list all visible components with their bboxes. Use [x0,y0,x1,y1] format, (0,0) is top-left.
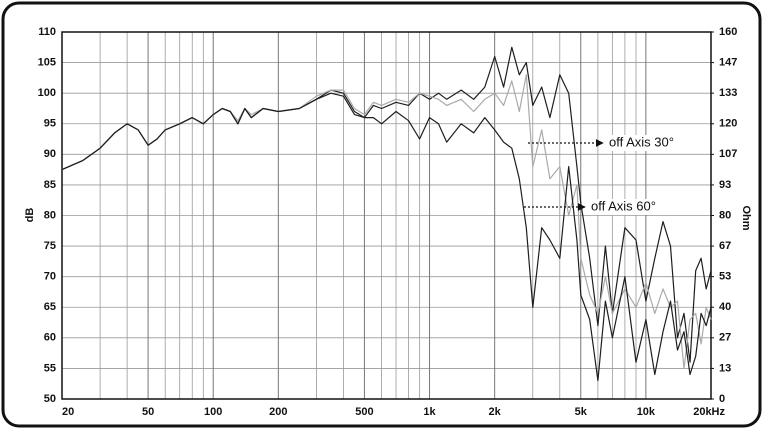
y2-tick-label: 13 [719,362,731,374]
y-tick-label: 110 [38,26,56,38]
x-tick-label: 1k [423,406,436,418]
series-line [61,92,712,382]
y-tick-label: 60 [44,332,56,344]
y-tick-label: 55 [44,362,56,374]
plot-border [61,31,712,400]
y2-tick-label: 120 [719,118,737,130]
y2-tick-label: 133 [719,87,737,99]
x-tick-label: 50 [142,406,154,418]
y2-tick-label: 40 [719,301,731,313]
y-tick-label: 100 [38,87,56,99]
x-tick-label: 5k [575,406,588,418]
x-tick-label: 20kHz [693,406,725,418]
x-tick-label: 200 [269,406,287,418]
x-tick-label: 500 [355,406,373,418]
x-tick-label: 2k [489,406,502,418]
y2-tick-label: 80 [719,209,731,221]
y2-tick-label: 0 [719,393,725,405]
y2-tick-label: 147 [719,56,737,68]
series-label: off Axis 30° [609,134,674,149]
y-tick-label: 75 [44,240,56,252]
y-tick-label: 65 [44,301,56,313]
y2-axis-label: Ohm [740,205,752,230]
x-tick-label: 20 [62,406,74,418]
annotation-bg [587,199,677,215]
y2-tick-label: 53 [719,271,731,283]
y-tick-label: 80 [44,209,56,221]
y-axis-label: dB [24,208,36,223]
y2-tick-label: 160 [719,26,737,38]
series-label: off Axis 60° [591,198,656,213]
annotation-bg [605,135,695,151]
y-tick-label: 90 [44,148,56,160]
y-tick-label: 50 [44,393,56,405]
y2-tick-label: 27 [719,332,731,344]
y-tick-label: 85 [44,179,56,191]
y2-tick-label: 107 [719,148,737,160]
y2-tick-label: 93 [719,179,731,191]
y-tick-label: 70 [44,271,56,283]
y-tick-label: 105 [38,56,56,68]
y2-tick-label: 67 [719,240,731,252]
x-tick-label: 100 [204,406,222,418]
y-tick-label: 95 [44,118,56,130]
x-tick-label: 10k [637,406,656,418]
